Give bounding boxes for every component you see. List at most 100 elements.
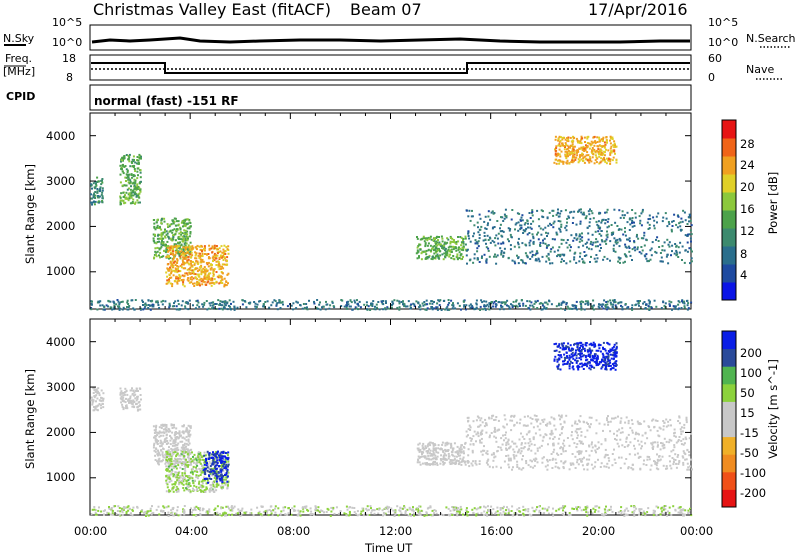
echo-cell [578,235,580,237]
echo-cell [675,305,677,307]
echo-cell [574,456,576,458]
echo-cell [685,219,687,221]
echo-cell [427,452,429,454]
echo-cell [185,487,187,489]
echo-cell [666,225,668,227]
echo-cell [452,305,454,307]
echo-cell [366,301,368,303]
echo-cell [435,457,437,459]
echo-cell [684,303,686,305]
echo-cell [431,308,433,310]
echo-cell [613,449,615,451]
echo-cell [120,388,122,390]
echo-cell [510,234,512,236]
echo-cell [565,154,567,156]
echo-cell [379,308,381,310]
echo-cell [178,472,180,474]
echo-cell [483,445,485,447]
echo-cell [100,404,102,406]
echo-cell [137,168,139,170]
echo-cell [529,212,531,214]
echo-cell [178,458,180,460]
echo-cell [435,306,437,308]
echo-cell [168,466,170,468]
echo-cell [686,421,688,423]
echo-cell [210,269,212,271]
echo-cell [502,255,504,257]
echo-cell [505,442,507,444]
echo-cell [179,251,181,253]
echo-cell [567,437,569,439]
echo-cell [637,440,639,442]
echo-cell [216,245,218,247]
echo-cell [510,446,512,448]
echo-cell [524,244,526,246]
freq-trace [91,63,690,73]
echo-cell [674,429,676,431]
echo-cell [190,265,192,267]
echo-cell [558,246,560,248]
echo-cell [126,390,128,392]
echo-cell [473,224,475,226]
echo-cell [684,262,686,264]
echo-cell [541,445,543,447]
echo-cell [192,468,194,470]
echo-cell [450,241,452,243]
echo-cell [565,262,567,264]
echo-cell [176,220,178,222]
echo-cell [212,260,214,262]
echo-cell [183,219,185,221]
echo-cell [601,306,603,308]
echo-cell [686,417,688,419]
echo-cell [211,252,213,254]
echo-cell [173,257,175,259]
echo-cell [96,392,98,394]
echo-cell [210,468,212,470]
echo-cell [268,307,270,309]
echo-cell [133,166,135,168]
echo-cell [465,442,467,444]
echo-cell [224,307,226,309]
echo-cell [462,458,464,460]
echo-cell [443,258,445,260]
echo-cell [653,225,655,227]
echo-cell [603,308,605,310]
echo-cell [128,199,130,201]
echo-cell [465,464,467,466]
echo-cell [611,137,613,139]
echo-cell [177,474,179,476]
echo-cell [100,186,102,188]
echo-cell [600,157,602,159]
echo-cell [137,390,139,392]
echo-cell [217,462,219,464]
echo-cell [91,404,93,406]
echo-cell [500,216,502,218]
echo-cell [182,281,184,283]
echo-cell [432,246,434,248]
echo-cell [649,215,651,217]
echo-cell [476,250,478,252]
echo-cell [591,141,593,143]
echo-cell [581,258,583,260]
echo-cell [518,213,520,215]
echo-cell [595,231,597,233]
echo-cell [577,451,579,453]
echo-cell [157,304,159,306]
echo-cell [196,252,198,254]
echo-cell [227,454,229,456]
echo-cell [215,489,217,491]
echo-cell [185,302,187,304]
echo-cell [138,197,140,199]
echo-cell [241,299,243,301]
echo-cell [573,149,575,151]
echo-cell [181,244,183,246]
echo-cell [175,489,177,491]
echo-cell [212,451,214,453]
echo-cell [556,214,558,216]
echo-cell [217,252,219,254]
echo-cell [521,217,523,219]
echo-cell [548,253,550,255]
echo-cell [206,281,208,283]
echo-cell [444,309,446,311]
